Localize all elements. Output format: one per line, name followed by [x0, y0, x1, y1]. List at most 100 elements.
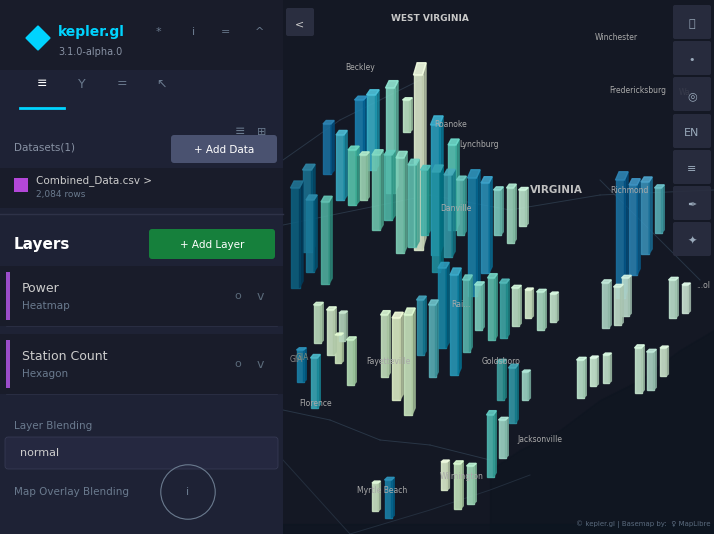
Polygon shape	[506, 188, 513, 243]
Polygon shape	[518, 190, 526, 226]
Text: Station Count: Station Count	[22, 349, 108, 363]
Polygon shape	[655, 185, 664, 188]
Polygon shape	[508, 364, 518, 368]
Polygon shape	[412, 308, 416, 415]
Bar	[0, 168, 283, 208]
Polygon shape	[341, 333, 343, 363]
Text: Map Overlay Blending: Map Overlay Blending	[14, 487, 129, 497]
Polygon shape	[388, 311, 391, 377]
Polygon shape	[408, 159, 419, 165]
Polygon shape	[646, 349, 656, 352]
Polygon shape	[637, 179, 640, 275]
Polygon shape	[313, 302, 323, 305]
Text: VIRGINIA: VIRGINIA	[530, 185, 583, 195]
Polygon shape	[660, 346, 668, 348]
Polygon shape	[335, 335, 341, 363]
Polygon shape	[339, 313, 345, 341]
Polygon shape	[403, 98, 412, 100]
Polygon shape	[428, 305, 436, 377]
Polygon shape	[291, 181, 303, 188]
Text: 3.1.0-alpha.0: 3.1.0-alpha.0	[58, 47, 122, 57]
FancyBboxPatch shape	[149, 229, 275, 259]
Polygon shape	[440, 116, 443, 255]
Polygon shape	[615, 172, 628, 180]
Polygon shape	[366, 90, 379, 95]
Polygon shape	[372, 483, 378, 511]
Polygon shape	[641, 182, 649, 254]
Polygon shape	[416, 300, 423, 355]
Polygon shape	[381, 311, 391, 315]
Polygon shape	[511, 285, 521, 288]
Polygon shape	[413, 75, 423, 250]
Text: Florence: Florence	[300, 399, 332, 408]
Polygon shape	[392, 151, 396, 220]
Polygon shape	[326, 310, 333, 355]
Polygon shape	[531, 288, 533, 318]
Polygon shape	[468, 170, 480, 178]
Polygon shape	[506, 184, 516, 188]
Bar	[6, 272, 10, 320]
Polygon shape	[646, 352, 653, 390]
Polygon shape	[450, 268, 461, 275]
Polygon shape	[508, 368, 516, 423]
Polygon shape	[486, 415, 493, 477]
Polygon shape	[511, 288, 518, 326]
Text: © kepler.gl | Basemap by:  ♀ MapLibre: © kepler.gl | Basemap by: ♀ MapLibre	[575, 520, 710, 528]
Polygon shape	[498, 420, 506, 458]
Polygon shape	[360, 155, 366, 200]
Text: Heatmap: Heatmap	[22, 301, 70, 311]
Polygon shape	[329, 197, 332, 284]
Polygon shape	[385, 480, 391, 518]
Text: ✒: ✒	[688, 200, 697, 210]
Polygon shape	[346, 337, 356, 340]
Text: normal: normal	[20, 448, 59, 458]
Polygon shape	[396, 151, 407, 158]
Text: kepler.gl: kepler.gl	[58, 25, 125, 39]
FancyBboxPatch shape	[286, 8, 314, 36]
Text: ≡: ≡	[36, 77, 47, 90]
Text: ...ol: ...ol	[696, 281, 710, 290]
Text: •: •	[689, 55, 695, 65]
Polygon shape	[635, 348, 641, 393]
Polygon shape	[353, 337, 356, 385]
Text: =: =	[221, 27, 231, 37]
Polygon shape	[421, 166, 431, 170]
Text: Danville: Danville	[441, 204, 472, 213]
FancyBboxPatch shape	[673, 5, 711, 39]
Text: Y: Y	[79, 77, 86, 90]
FancyBboxPatch shape	[673, 150, 711, 184]
Polygon shape	[641, 177, 652, 182]
Polygon shape	[444, 169, 456, 175]
Polygon shape	[306, 195, 317, 200]
Polygon shape	[526, 187, 528, 226]
Polygon shape	[363, 96, 367, 155]
Bar	[283, 0, 714, 534]
Text: <: <	[296, 19, 305, 29]
Polygon shape	[500, 279, 509, 283]
Polygon shape	[321, 302, 323, 343]
Polygon shape	[528, 370, 531, 400]
Polygon shape	[461, 461, 463, 509]
Polygon shape	[386, 81, 398, 88]
Polygon shape	[500, 283, 506, 338]
Text: ⊞: ⊞	[257, 127, 267, 137]
Polygon shape	[333, 307, 336, 355]
Polygon shape	[446, 262, 449, 348]
Text: Wilmington: Wilmington	[440, 472, 484, 481]
Polygon shape	[384, 151, 396, 155]
Polygon shape	[403, 100, 410, 132]
Polygon shape	[629, 185, 637, 275]
Polygon shape	[372, 150, 383, 155]
Polygon shape	[481, 183, 489, 273]
Polygon shape	[299, 181, 303, 288]
Polygon shape	[428, 166, 431, 235]
Polygon shape	[453, 464, 461, 509]
Polygon shape	[590, 358, 596, 386]
Bar	[6, 340, 10, 388]
Text: GIA: GIA	[289, 355, 303, 364]
Polygon shape	[489, 177, 492, 273]
Polygon shape	[628, 276, 631, 316]
Polygon shape	[336, 135, 344, 200]
Polygon shape	[436, 300, 438, 377]
Polygon shape	[447, 460, 449, 490]
